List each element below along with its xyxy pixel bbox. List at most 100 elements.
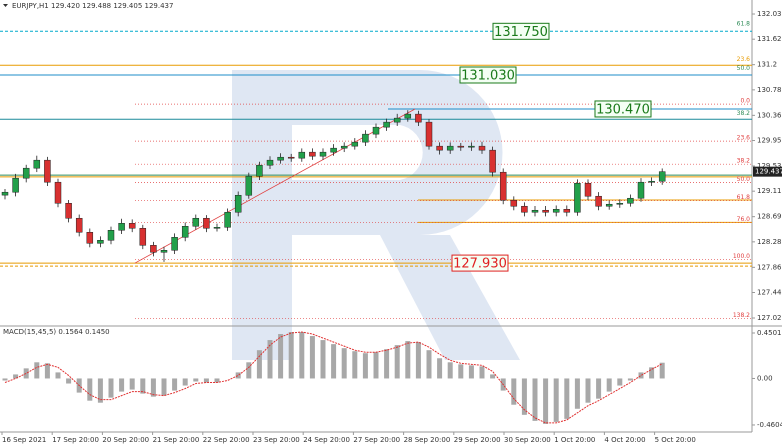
- candle-body: [584, 182, 592, 197]
- macd-bar: [108, 378, 114, 398]
- x-tick-label: 30 Sep 20:00: [504, 436, 551, 444]
- macd-bar: [2, 378, 8, 381]
- x-tick-label: 17 Sep 20:00: [52, 436, 99, 444]
- price-box-label: 131.750: [494, 25, 548, 40]
- watermark: [232, 70, 520, 360]
- fib-label: 50.0: [737, 65, 751, 72]
- macd-bar: [394, 345, 400, 379]
- last-price-tag: [753, 166, 782, 177]
- candle-body: [521, 205, 528, 213]
- price-box-label: 130.470: [596, 102, 650, 117]
- macd-bar: [23, 368, 29, 379]
- macd-bar: [373, 352, 379, 379]
- macd-bar: [140, 378, 146, 394]
- macd-bar: [490, 374, 496, 379]
- candle-body: [256, 164, 263, 177]
- candle-body: [203, 217, 210, 229]
- macd-bar: [66, 378, 72, 384]
- x-tick-label: 1 Oct 20:00: [554, 436, 595, 444]
- macd-bar: [278, 334, 284, 379]
- candle-body: [330, 147, 337, 153]
- y-tick-label: 129.95: [757, 137, 782, 145]
- candle-body: [383, 121, 390, 128]
- x-tick-label: 16 Sep 2021: [2, 436, 46, 444]
- macd-bar: [341, 348, 347, 379]
- macd-bar: [203, 378, 209, 383]
- menu-icon: [3, 4, 8, 7]
- candle-body: [446, 145, 454, 151]
- candle-body: [287, 156, 295, 159]
- macd-bar: [458, 364, 464, 379]
- candle-body: [1, 191, 9, 196]
- macd-bar: [553, 378, 559, 422]
- candle-body: [245, 175, 253, 196]
- candle-body: [22, 167, 30, 179]
- macd-bar: [627, 378, 633, 381]
- macd-bar: [596, 378, 602, 399]
- candle-body: [65, 203, 72, 219]
- macd-bar: [659, 362, 665, 379]
- macd-bar: [617, 378, 623, 386]
- macd-bar: [415, 342, 421, 379]
- y-tick-label: 131.62: [757, 35, 782, 43]
- macd-bar: [384, 349, 390, 379]
- candle-body: [457, 145, 465, 148]
- macd-bar: [299, 332, 305, 379]
- candle-body: [574, 182, 581, 213]
- x-tick-label: 27 Sep 20:00: [353, 436, 400, 444]
- price-box-label: 127.930: [453, 257, 507, 272]
- candle-body: [33, 159, 41, 169]
- candle-body: [637, 181, 645, 199]
- x-tick-label: 5 Oct 20:00: [655, 436, 696, 444]
- candle-body: [552, 209, 560, 213]
- macd-bar: [97, 378, 103, 403]
- candle-body: [415, 113, 422, 123]
- candle-body: [616, 203, 624, 205]
- macd-bar: [44, 363, 50, 379]
- macd-bar: [256, 350, 262, 379]
- candle-body: [160, 250, 168, 253]
- x-tick-label: 20 Sep 20:00: [102, 436, 149, 444]
- fib-label: 100.0: [733, 253, 750, 260]
- macd-bar: [649, 367, 655, 379]
- macd-bar: [606, 378, 612, 392]
- macd-bar: [193, 378, 199, 382]
- macd-bar: [405, 341, 411, 379]
- macd-bar: [447, 362, 453, 379]
- macd-bar: [161, 378, 167, 396]
- y-tick-label: 130.365: [757, 111, 782, 119]
- y-tick-label: 132.035: [757, 10, 782, 18]
- price-box: [451, 254, 509, 272]
- candle-body: [128, 223, 136, 229]
- macd-bar: [246, 362, 252, 379]
- x-tick-label: 22 Sep 20:00: [203, 436, 250, 444]
- candle-body: [393, 117, 401, 123]
- macd-bar: [352, 351, 358, 379]
- macd-bar: [468, 365, 474, 379]
- y-tick-label: 127.025: [757, 314, 782, 322]
- macd-bar: [331, 344, 337, 379]
- fib-label: 23.6: [737, 56, 751, 63]
- macd-bar: [362, 353, 368, 379]
- macd-bar: [511, 378, 517, 405]
- macd-bar: [564, 378, 570, 419]
- candle-body: [595, 195, 602, 207]
- macd-bar: [437, 358, 443, 379]
- fib-label: 138.2: [733, 312, 750, 319]
- candle-body: [171, 237, 178, 251]
- macd-bar: [119, 378, 125, 392]
- candle-body: [12, 177, 19, 193]
- candle-body: [489, 149, 496, 173]
- candle-body: [351, 141, 359, 147]
- macd-bar: [87, 378, 93, 401]
- y-tick-label: 130.785: [757, 86, 782, 94]
- macd-bar: [172, 378, 178, 391]
- candle-body: [319, 151, 327, 157]
- macd-bar: [55, 372, 61, 379]
- candle-body: [648, 180, 655, 183]
- candle-body: [542, 209, 549, 213]
- y-tick-label: 127.445: [757, 289, 782, 297]
- price-box-label: 131.030: [461, 68, 515, 83]
- candle-body: [627, 197, 634, 204]
- fib-label: 0.0: [740, 98, 750, 105]
